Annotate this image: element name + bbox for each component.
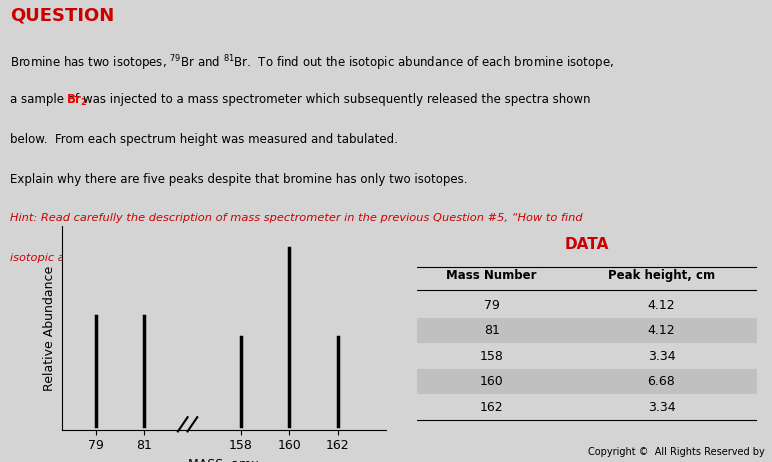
Text: 4.12: 4.12 — [648, 298, 676, 311]
Text: Hint: Read carefully the description of mass spectrometer in the previous Questi: Hint: Read carefully the description of … — [10, 213, 583, 223]
Text: 81: 81 — [484, 324, 499, 337]
Bar — [417, 318, 757, 343]
Text: 162: 162 — [479, 401, 503, 413]
Text: QUESTION: QUESTION — [10, 6, 114, 24]
Text: 3.34: 3.34 — [648, 350, 676, 363]
Text: 4.12: 4.12 — [648, 324, 676, 337]
Text: $\mathbf{Br_2}$: $\mathbf{Br_2}$ — [66, 93, 87, 108]
Text: a sample of: a sample of — [10, 93, 83, 106]
Text: 6.68: 6.68 — [648, 375, 676, 388]
Text: 160: 160 — [479, 375, 503, 388]
Text: 79: 79 — [484, 298, 499, 311]
Text: Peak height, cm: Peak height, cm — [608, 269, 715, 282]
Text: 158: 158 — [479, 350, 503, 363]
Text: Explain why there are five peaks despite that bromine has only two isotopes.: Explain why there are five peaks despite… — [10, 173, 468, 186]
Text: Mass Number: Mass Number — [446, 269, 537, 282]
Text: below.  From each spectrum height was measured and tabulated.: below. From each spectrum height was mea… — [10, 133, 398, 146]
Text: Copyright ©  All Rights Reserved by: Copyright © All Rights Reserved by — [587, 447, 764, 457]
Y-axis label: Relative Abundance: Relative Abundance — [43, 265, 56, 391]
X-axis label: MASS, amu: MASS, amu — [188, 458, 259, 462]
Text: was injected to a mass spectrometer which subsequently released the spectra show: was injected to a mass spectrometer whic… — [83, 93, 591, 106]
Text: DATA: DATA — [564, 237, 609, 252]
Text: Bromine has two isotopes, $^{79}$Br and $^{81}$Br.  To find out the isotopic abu: Bromine has two isotopes, $^{79}$Br and … — [10, 53, 614, 73]
Text: 3.34: 3.34 — [648, 401, 676, 413]
Bar — [417, 369, 757, 394]
Text: isotopic abundance?”, especially the phrase in red!: isotopic abundance?”, especially the phr… — [10, 253, 303, 263]
